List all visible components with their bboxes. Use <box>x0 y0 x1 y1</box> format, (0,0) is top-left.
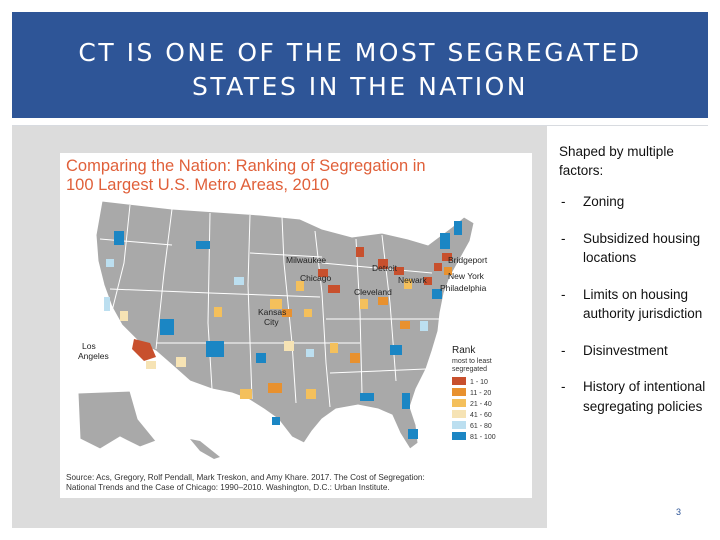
slide-content: Comparing the Nation: Ranking of Segrega… <box>12 125 708 528</box>
label-chicago: Chicago <box>300 273 331 283</box>
label-detroit: Detroit <box>372 263 398 273</box>
label-cleveland: Cleveland <box>354 287 392 297</box>
label-philadelphia: Philadelphia <box>440 283 487 293</box>
label-kansas-city-2: City <box>264 317 279 327</box>
factor-item-housing-authority: - Limits on housing authority jurisdictio… <box>559 285 709 324</box>
rank-legend: Rank most to least segregated 1 - 10 11 -… <box>452 345 496 441</box>
label-new-york: New York <box>448 271 485 281</box>
factor-text: Disinvestment <box>583 342 668 358</box>
label-kansas-city-1: Kansas <box>258 307 286 317</box>
legend-label: 81 - 100 <box>470 434 496 441</box>
factors-intro: Shaped by multiple factors: <box>559 144 674 178</box>
factor-item-history: - History of intentional segregating poli… <box>559 377 709 416</box>
factor-text: Subsidized housing locations <box>583 230 701 266</box>
legend-label: 41 - 60 <box>470 412 492 419</box>
factor-item-zoning: - Zoning <box>559 192 709 212</box>
figure-title-line-1: Comparing the Nation: Ranking of Segrega… <box>66 157 426 175</box>
hawaii-shape <box>190 439 220 459</box>
legend-swatch <box>452 399 466 407</box>
factor-dash: - <box>561 230 566 246</box>
legend-title: Rank <box>452 345 476 356</box>
slide-title-bar: CT IS ONE OF THE MOST SEGREGATED STATES … <box>12 12 708 118</box>
label-newark: Newark <box>398 275 428 285</box>
legend-swatch <box>452 388 466 396</box>
label-los-angeles-2: Angeles <box>78 351 109 361</box>
us-metro-map: Milwaukee Chicago Detroit Cleveland Newa… <box>77 200 496 459</box>
legend-swatch <box>452 421 466 429</box>
label-bridgeport: Bridgeport <box>448 255 488 265</box>
page-number: 3 <box>676 507 682 517</box>
factors-panel: Shaped by multiple factors: - Zoning - Sub… <box>559 142 709 433</box>
legend-label: 1 - 10 <box>470 379 488 386</box>
legend-label: 21 - 40 <box>470 401 492 408</box>
slide-title-line-1: CT IS ONE OF THE MOST SEGREGATED <box>78 38 642 67</box>
factor-dash: - <box>561 286 566 302</box>
us-mainland-shape <box>95 200 475 450</box>
legend-label: 61 - 80 <box>470 423 492 430</box>
factor-dash: - <box>561 342 566 358</box>
legend-swatch <box>452 377 466 385</box>
label-los-angeles-1: Los <box>82 341 96 351</box>
slide-title: CT IS ONE OF THE MOST SEGREGATED STATES … <box>12 36 708 104</box>
city-labels: Milwaukee Chicago Detroit Cleveland Newa… <box>78 255 488 361</box>
legend-label: 11 - 20 <box>470 390 491 397</box>
legend-subtitle-2: segregated <box>452 366 487 373</box>
segregation-map-figure: Comparing the Nation: Ranking of Segrega… <box>60 153 532 498</box>
slide-title-line-2: STATES IN THE NATION <box>192 72 528 101</box>
factor-item-disinvestment: - Disinvestment <box>559 341 709 361</box>
figure-title: Comparing the Nation: Ranking of Segrega… <box>66 157 426 195</box>
legend-swatch <box>452 432 466 440</box>
alaska-shape <box>77 390 157 450</box>
factor-dash: - <box>561 379 566 394</box>
factor-item-subsidized-housing: - Subsidized housing locations <box>559 229 709 268</box>
source-line-2: National Trends and the Case of Chicago:… <box>66 483 390 492</box>
label-milwaukee: Milwaukee <box>286 255 326 265</box>
metro-areas <box>104 221 462 439</box>
figure-source: Source: Acs, Gregory, Rolf Pendall, Mark… <box>66 473 526 493</box>
figure-panel: Comparing the Nation: Ranking of Segrega… <box>12 126 547 528</box>
factor-dash: - <box>561 194 566 209</box>
legend-items: 1 - 10 11 - 20 21 - 40 41 - 60 61 - 80 81 - 1… <box>452 377 496 441</box>
source-line-1: Source: Acs, Gregory, Rolf Pendall, Mark… <box>66 473 425 482</box>
figure-title-line-2: 100 Largest U.S. Metro Areas, 2010 <box>66 176 330 194</box>
factor-text: Zoning <box>583 194 625 209</box>
factor-text: History of intentional segregating polic… <box>583 379 706 414</box>
legend-swatch <box>452 410 466 418</box>
legend-subtitle-1: most to least <box>452 358 492 365</box>
factor-text: Limits on housing authority jurisdiction <box>583 286 703 322</box>
